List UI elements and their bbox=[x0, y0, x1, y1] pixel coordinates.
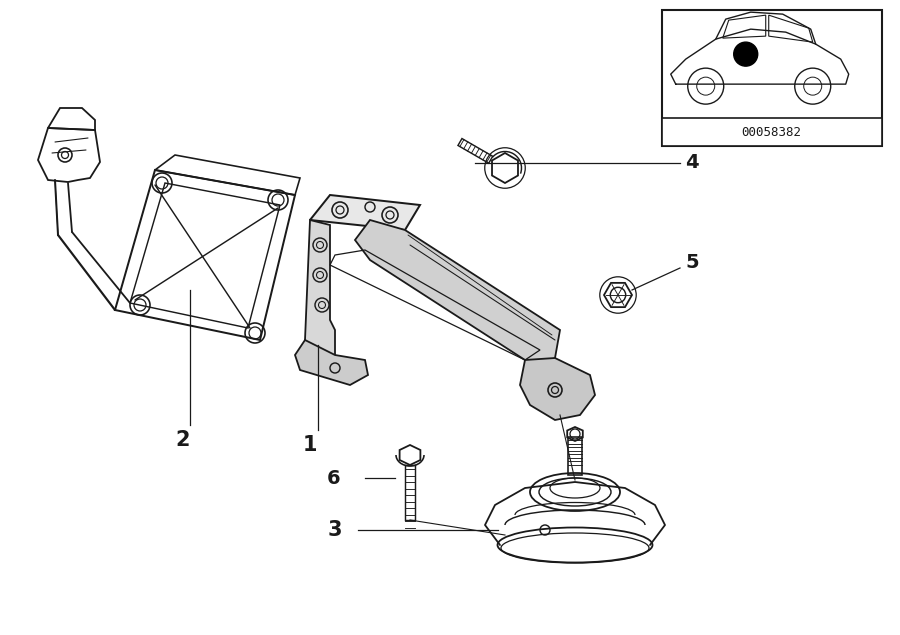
Text: 3: 3 bbox=[328, 520, 342, 540]
Bar bbox=[662, 10, 882, 146]
Polygon shape bbox=[355, 220, 560, 368]
Bar bbox=[662, 118, 882, 146]
Text: 2: 2 bbox=[176, 430, 190, 450]
Circle shape bbox=[795, 68, 831, 104]
Polygon shape bbox=[310, 195, 420, 230]
Text: 5: 5 bbox=[685, 253, 698, 272]
Polygon shape bbox=[305, 220, 335, 355]
Text: 00058382: 00058382 bbox=[742, 126, 802, 138]
Text: 6: 6 bbox=[327, 469, 340, 488]
Circle shape bbox=[734, 42, 758, 66]
Polygon shape bbox=[520, 358, 595, 420]
Polygon shape bbox=[295, 340, 368, 385]
Text: 1: 1 bbox=[302, 435, 317, 455]
Text: 4: 4 bbox=[685, 154, 698, 173]
Circle shape bbox=[688, 68, 724, 104]
